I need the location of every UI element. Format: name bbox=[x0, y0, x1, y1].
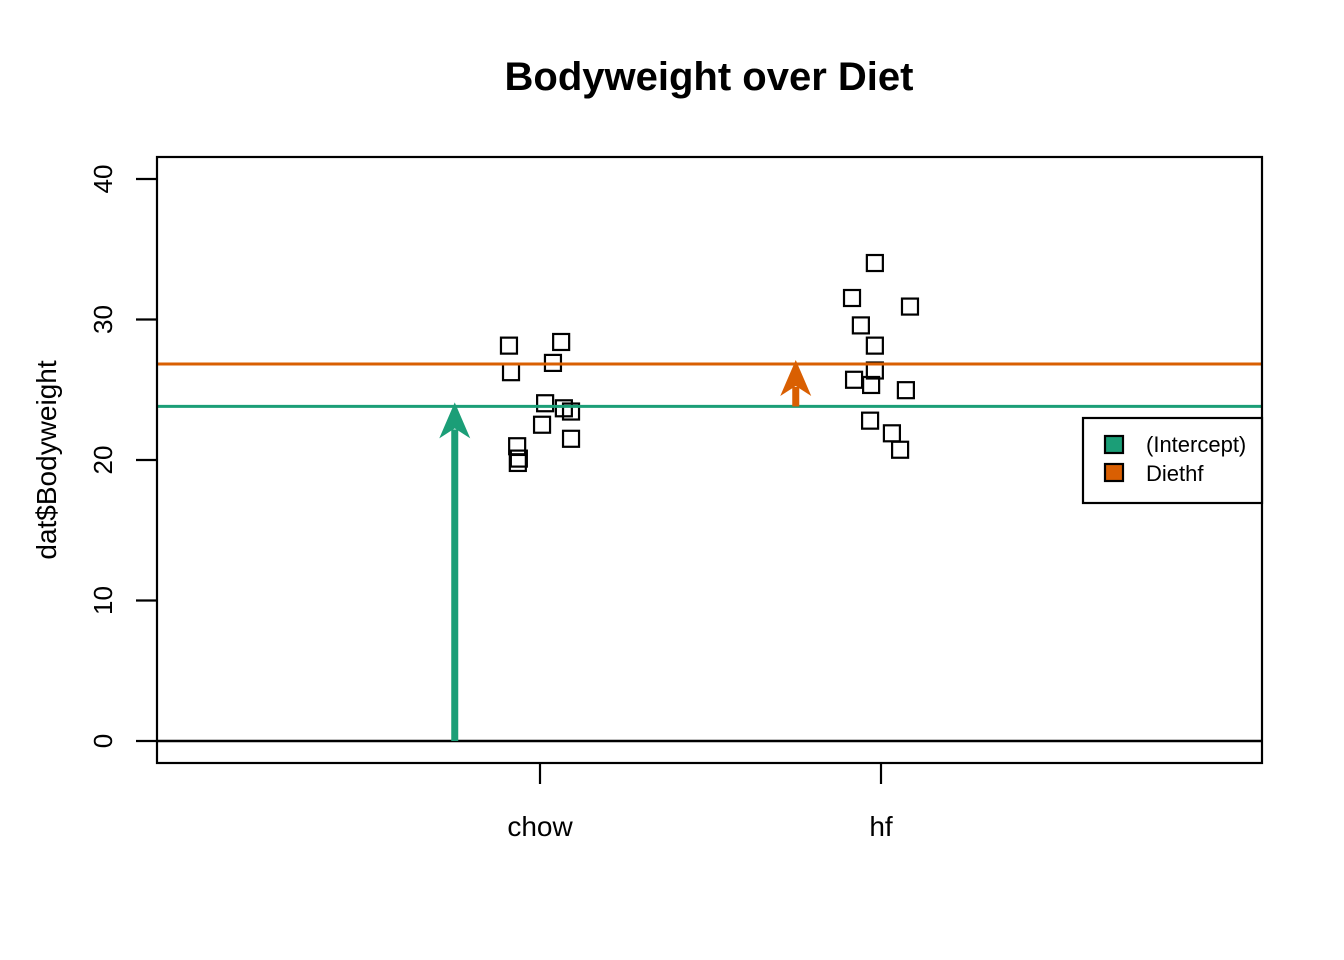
y-tick-label: 20 bbox=[88, 446, 118, 475]
y-tick-label: 0 bbox=[88, 734, 118, 748]
y-axis-label: dat$Bodyweight bbox=[31, 360, 62, 559]
arrow-shaft bbox=[792, 386, 800, 407]
data-point-square bbox=[532, 415, 552, 434]
legend-label-intercept: (Intercept) bbox=[1146, 432, 1246, 457]
data-point-square bbox=[536, 394, 555, 413]
data-point-square bbox=[561, 429, 581, 448]
arrows-layer bbox=[439, 359, 812, 741]
legend-label-diethf: Diethf bbox=[1146, 461, 1204, 486]
legend-swatch-intercept bbox=[1103, 434, 1125, 455]
hlines-layer bbox=[157, 362, 1262, 743]
data-point-square bbox=[882, 424, 902, 443]
chart-title: Bodyweight over Diet bbox=[505, 55, 914, 99]
data-point-square bbox=[552, 332, 571, 352]
legend-box bbox=[1081, 416, 1264, 505]
data-point-square bbox=[890, 440, 910, 459]
y-tick-label: 10 bbox=[88, 586, 118, 615]
data-point-square bbox=[865, 253, 884, 273]
data-point-square bbox=[501, 363, 521, 382]
data-point-square bbox=[561, 402, 581, 421]
arrow-head bbox=[780, 359, 812, 396]
data-point-square bbox=[862, 375, 881, 395]
data-point-square bbox=[851, 316, 870, 335]
data-point-square bbox=[860, 411, 880, 430]
legend: (Intercept) Diethf bbox=[1081, 416, 1264, 505]
x-axis-ticks bbox=[538, 763, 883, 784]
data-point-square bbox=[508, 453, 527, 473]
diethf-arrow bbox=[780, 359, 812, 407]
intercept-arrow bbox=[439, 402, 471, 741]
arrow-head bbox=[439, 402, 471, 439]
x-tick-label-hf: hf bbox=[869, 811, 893, 842]
y-axis-ticks: 0 10 20 30 40 bbox=[88, 165, 157, 748]
data-point-square bbox=[499, 336, 519, 355]
y-tick-label: 40 bbox=[88, 165, 118, 194]
points-layer bbox=[499, 253, 920, 473]
data-point-square bbox=[900, 297, 920, 316]
y-tick-label: 30 bbox=[88, 305, 118, 334]
data-point-square bbox=[865, 336, 884, 355]
arrow-shaft bbox=[451, 429, 459, 741]
legend-swatch-diethf bbox=[1103, 462, 1125, 483]
data-point-square bbox=[844, 370, 864, 389]
data-point-square bbox=[896, 381, 915, 400]
x-tick-label-chow: chow bbox=[507, 811, 573, 842]
data-point-square bbox=[842, 288, 862, 308]
